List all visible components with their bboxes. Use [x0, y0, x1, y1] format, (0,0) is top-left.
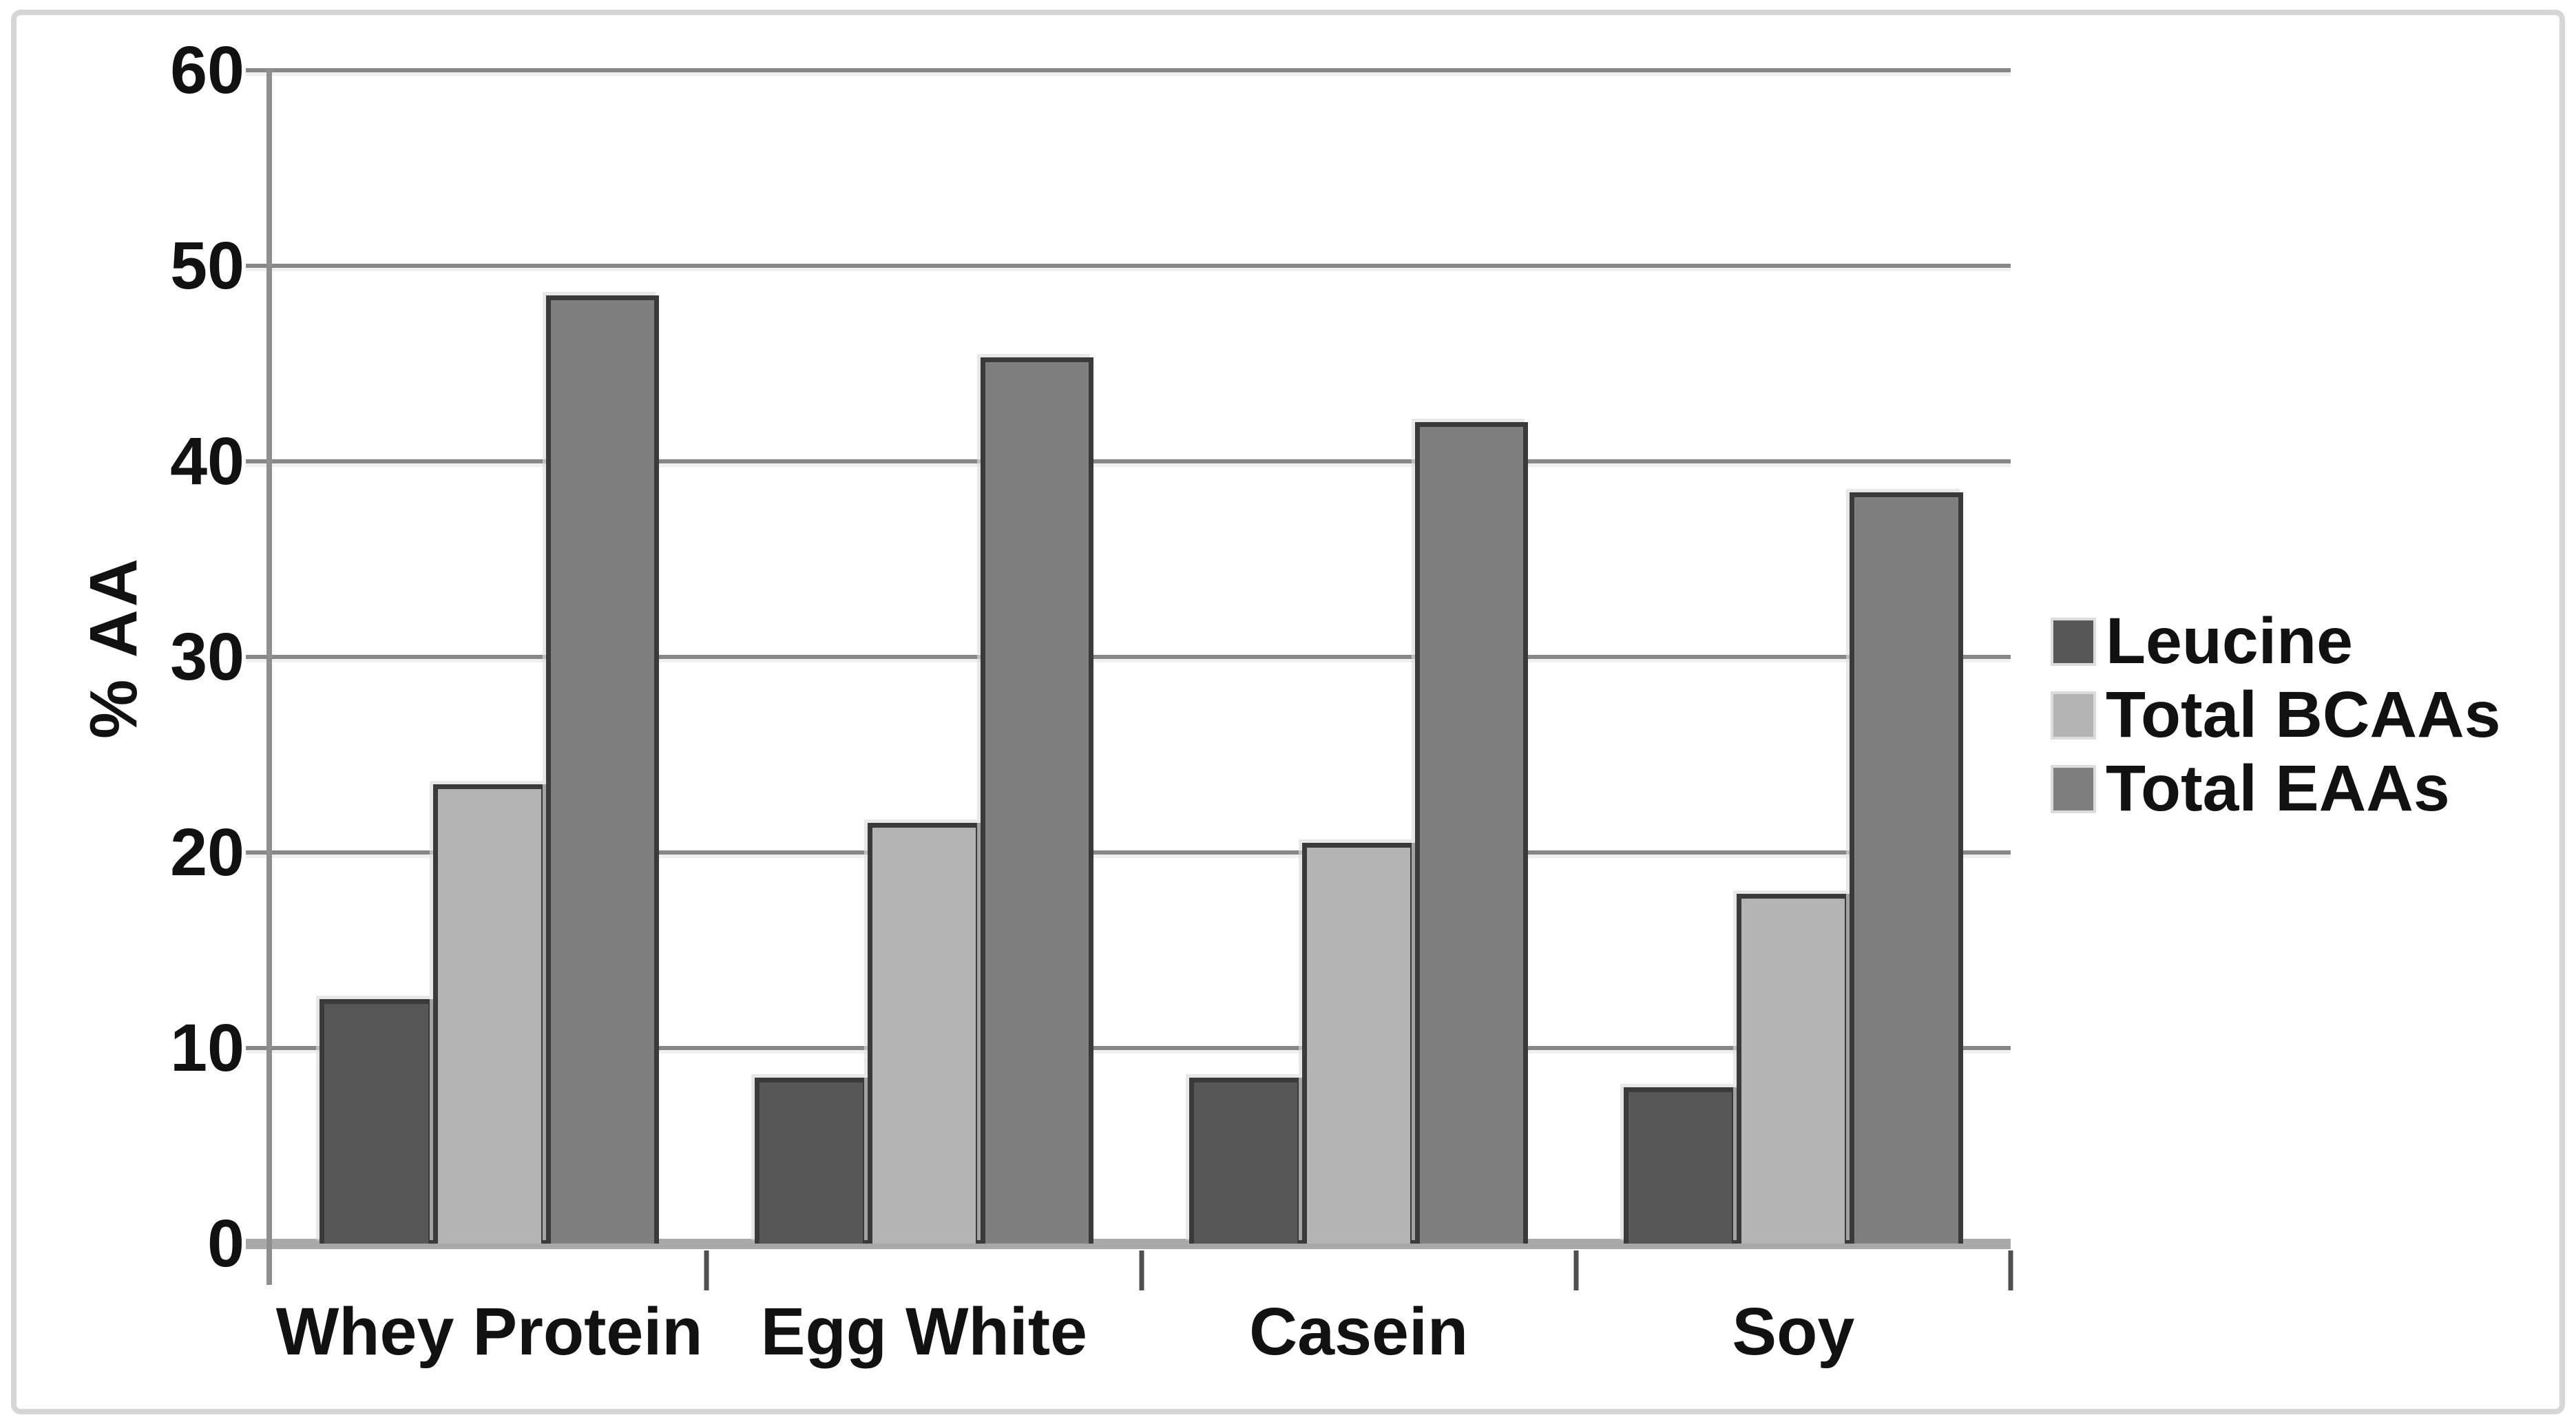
x-axis-category-labels: Whey Protein Egg White Casein Soy	[272, 1293, 2011, 1370]
bar-total-bcaas-egg-white	[867, 823, 981, 1244]
legend-label-total-bcaas: Total BCAAs	[2106, 678, 2501, 751]
legend-item-leucine: Leucine	[2051, 605, 2501, 678]
bar-total-eaas-soy	[1850, 492, 1963, 1244]
gridline-20	[246, 850, 2011, 855]
y-axis-tick-label-30: 30	[170, 619, 244, 694]
y-axis-tick-label-40: 40	[170, 423, 244, 499]
legend-swatch-total-eaas-icon	[2051, 764, 2096, 813]
plot-area	[246, 68, 2013, 1290]
category-boundary-tick-3	[1573, 1250, 1579, 1290]
bar-leucine-whey-protein	[320, 999, 433, 1244]
category-boundary-tick-1	[704, 1250, 709, 1290]
bars-container	[272, 70, 2011, 1244]
bar-leucine-egg-white	[754, 1077, 868, 1244]
bar-leucine-soy	[1624, 1087, 1737, 1244]
x-axis-baseline	[246, 1239, 2011, 1249]
bar-leucine-casein	[1188, 1077, 1303, 1244]
legend-swatch-leucine-icon	[2051, 617, 2096, 666]
x-axis-label-casein: Casein	[1249, 1294, 1469, 1369]
gridline-40	[246, 459, 2011, 463]
bar-total-bcaas-whey-protein	[432, 784, 546, 1244]
x-axis-label-egg-white: Egg White	[760, 1294, 1087, 1369]
legend-label-total-eaas: Total EAAs	[2106, 752, 2450, 825]
x-axis-label-soy: Soy	[1732, 1294, 1855, 1369]
category-boundary-tick-4	[2008, 1250, 2013, 1290]
bar-total-eaas-egg-white	[980, 357, 1094, 1244]
legend-label-leucine: Leucine	[2106, 605, 2353, 678]
gridline-60	[246, 68, 2011, 72]
category-boundary-tick-2	[1139, 1250, 1144, 1290]
bar-total-bcaas-casein	[1302, 842, 1416, 1244]
category-group-egg-white	[706, 70, 1141, 1244]
legend-swatch-total-bcaas-icon	[2051, 691, 2096, 740]
gridline-50	[246, 263, 2011, 268]
y-axis-tick-label-0: 0	[207, 1206, 244, 1281]
legend: Leucine Total BCAAs Total EAAs	[2051, 605, 2501, 826]
x-axis-label-whey-protein: Whey Protein	[275, 1294, 703, 1369]
y-axis-tick-label-60: 60	[170, 32, 244, 107]
category-group-soy	[1576, 70, 2011, 1244]
y-axis-tick-label-10: 10	[170, 1010, 244, 1085]
bar-total-eaas-whey-protein	[545, 295, 659, 1244]
gridline-30	[246, 655, 2011, 659]
legend-item-total-eaas: Total EAAs	[2051, 752, 2501, 826]
y-axis-tick-label-20: 20	[170, 814, 244, 890]
gridline-10	[246, 1046, 2011, 1050]
y-axis-line	[266, 69, 272, 1285]
bar-total-eaas-casein	[1415, 422, 1529, 1244]
category-group-casein	[1142, 70, 1576, 1244]
legend-item-total-bcaas: Total BCAAs	[2051, 678, 2501, 752]
bar-total-bcaas-soy	[1737, 893, 1850, 1244]
category-group-whey-protein	[272, 70, 706, 1244]
y-axis-tick-label-50: 50	[170, 227, 244, 303]
y-axis-tick-labels: 0 10 20 30 40 50 60	[83, 32, 244, 1281]
